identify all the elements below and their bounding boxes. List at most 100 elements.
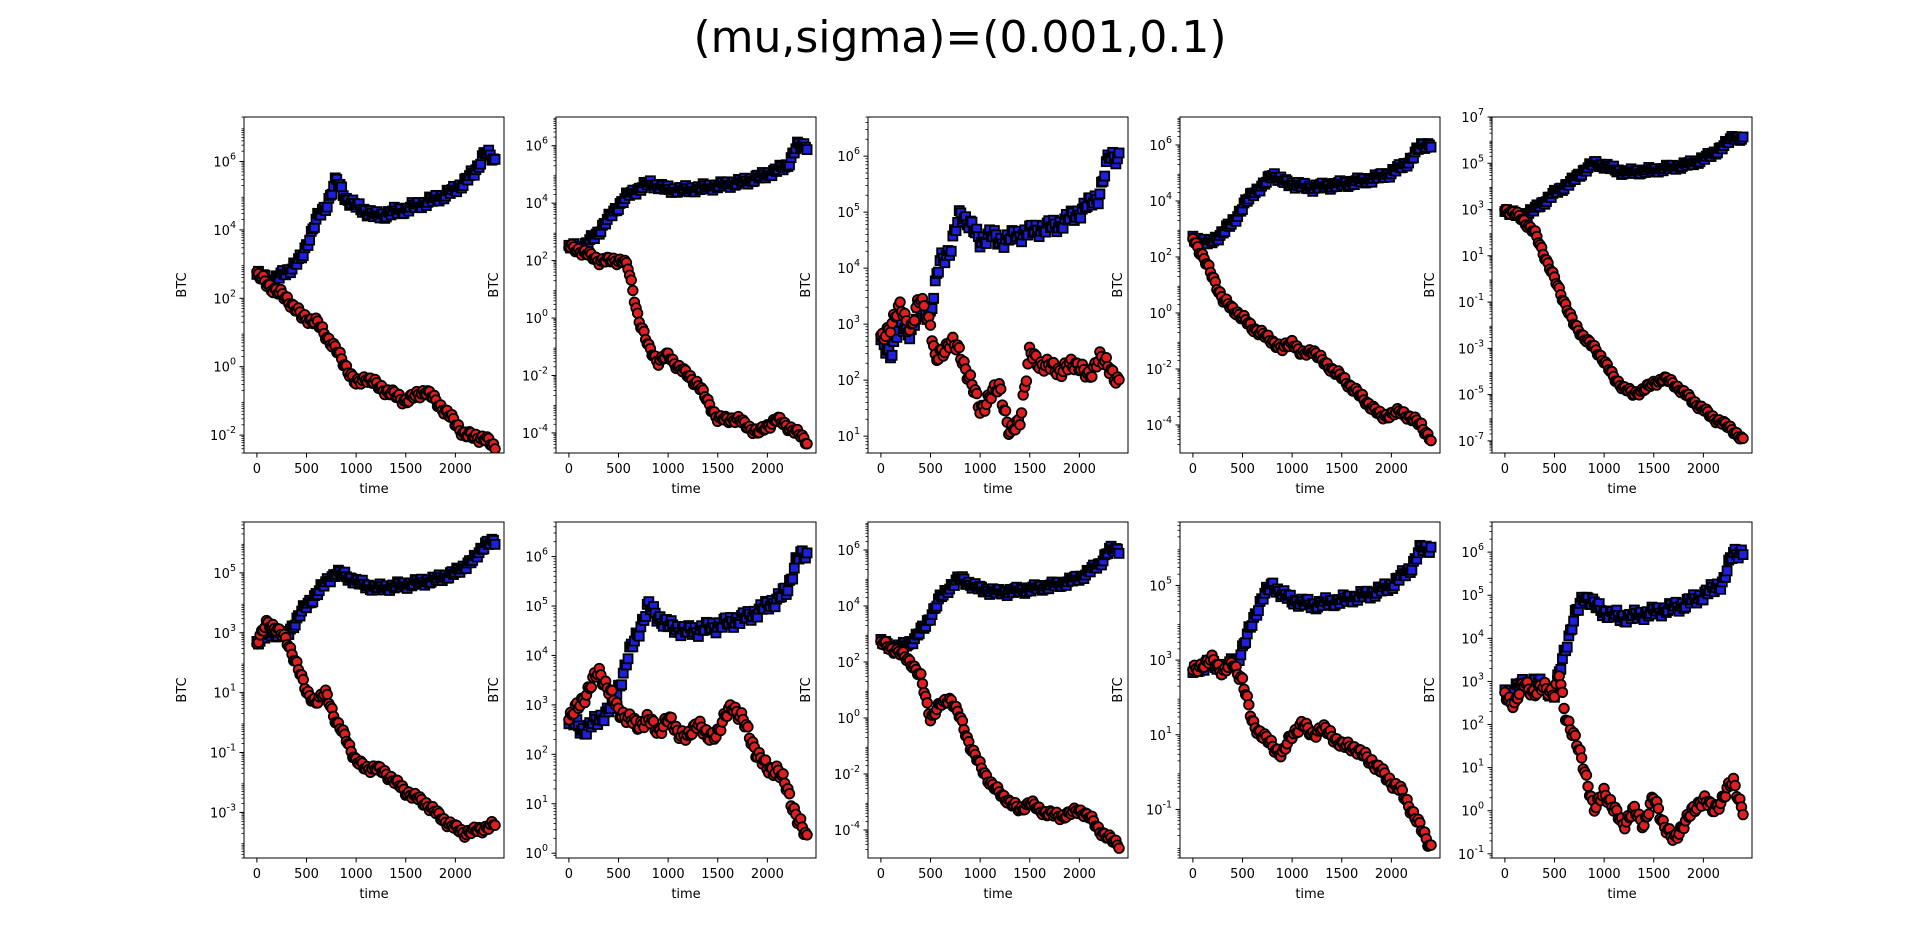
y-tick-label: 100 [213,357,236,376]
circle-marker [908,314,921,327]
circle-marker [1015,407,1028,419]
x-tick-label: 500 [294,867,319,882]
y-tick-label: 10-2 [1146,359,1172,378]
circle-marker [783,787,796,800]
x-tick-label: 500 [606,462,631,477]
subplot-10: 10-1 100 101 102 103 104 105 106 0 500 1000 1500 200… [1423,521,1753,902]
y-tick-label: 10-3 [1458,338,1484,357]
y-tick-label: 104 [1461,628,1484,647]
x-axis-label: time [1607,482,1636,497]
data-marks [251,533,501,843]
x-tick-label: 2000 [751,867,784,882]
circle-marker [321,688,333,701]
square-marker [1561,641,1573,653]
subplot-1: 10-2 100 102 104 106 0 500 1000 1500 2000 time BTC [175,116,505,497]
y-tick-label: 10-1 [1458,292,1484,311]
circle-marker [916,677,929,690]
x-axis-label: time [983,887,1012,902]
series-2-circles [251,614,501,843]
circle-marker [1729,779,1741,792]
x-tick-label: 1000 [340,867,373,882]
square-marker [945,245,957,257]
y-axis-label: BTC [1111,677,1126,702]
data-marks [1187,138,1437,447]
circle-marker [1737,432,1749,445]
y-axis-label: BTC [487,272,502,297]
y-tick-label: 102 [213,288,236,307]
y-tick-label: 104 [837,258,860,277]
y-axis-label: BTC [799,677,814,702]
x-axis-label: time [671,887,700,902]
circle-marker [953,341,965,354]
x-tick-label: 1000 [964,867,997,882]
y-tick-label: 105 [1461,153,1484,172]
square-marker [1253,605,1264,617]
y-tick-label: 10-2 [210,425,236,444]
square-marker [1094,188,1106,200]
y-tick-label: 100 [525,843,548,862]
y-tick-label: 103 [1149,650,1172,669]
square-marker [1568,615,1580,627]
circle-marker [801,438,813,450]
y-axis-label: BTC [175,677,190,702]
y-tick-label: 105 [525,596,548,615]
y-tick-label: 101 [1461,758,1484,777]
x-tick-label: 1000 [340,462,373,477]
square-marker [1737,549,1749,561]
y-tick-label: 10-4 [834,820,860,839]
series-1-squares [251,144,501,292]
y-tick-label: 10-4 [522,423,548,442]
y-tick-label: 10-1 [210,743,236,762]
circle-marker [625,274,637,286]
square-marker [928,292,940,304]
y-tick-label: 102 [837,370,860,389]
x-tick-label: 1000 [652,462,685,477]
square-marker [1240,637,1252,648]
x-tick-label: 1000 [1276,462,1309,477]
data-marks [251,144,501,453]
x-axis-label: time [1295,887,1324,902]
y-tick-label: 105 [1461,585,1484,604]
circle-marker [1236,672,1249,684]
square-marker [1099,170,1111,182]
y-tick-label: 101 [525,794,548,813]
x-tick-label: 2000 [439,462,472,477]
series-2-circles [563,662,813,841]
y-tick-label: 10-2 [834,764,860,783]
circle-marker [631,307,644,319]
circle-marker [1652,802,1665,815]
data-marks [1499,131,1749,445]
x-axis-label: time [1607,887,1636,902]
x-tick-label: 1000 [652,867,685,882]
circle-marker [894,296,906,308]
y-tick-label: 102 [1461,715,1484,734]
x-tick-label: 2000 [751,462,784,477]
y-tick-label: 103 [1461,671,1484,690]
x-axis-label: time [671,482,700,497]
x-tick-label: 0 [877,867,885,882]
y-tick-label: 103 [837,314,860,333]
circle-marker [995,383,1007,395]
square-marker [1075,212,1087,224]
y-axis-label: BTC [487,677,502,702]
circle-marker [297,673,309,686]
x-tick-label: 500 [1230,462,1255,477]
circle-marker [921,697,933,709]
axes-frame [1491,116,1753,454]
x-tick-label: 1500 [701,462,734,477]
y-axis-label: BTC [1423,272,1438,297]
y-tick-label: 106 [837,146,860,165]
data-marks [1187,539,1437,852]
circle-marker [884,326,897,338]
subplot-5: 10-7 10-5 10-3 10-1 101 103 105 107 0 500 1000 1500… [1423,107,1753,497]
x-tick-label: 2000 [1063,867,1096,882]
x-axis-label: time [983,482,1012,497]
x-tick-label: 500 [918,462,943,477]
circle-marker [1014,419,1026,431]
series-2-circles [251,266,501,453]
data-marks [563,545,813,841]
x-tick-label: 1500 [389,867,422,882]
circle-marker [1556,686,1569,698]
series-2-circles [1499,203,1749,445]
series-1-squares [563,545,813,740]
